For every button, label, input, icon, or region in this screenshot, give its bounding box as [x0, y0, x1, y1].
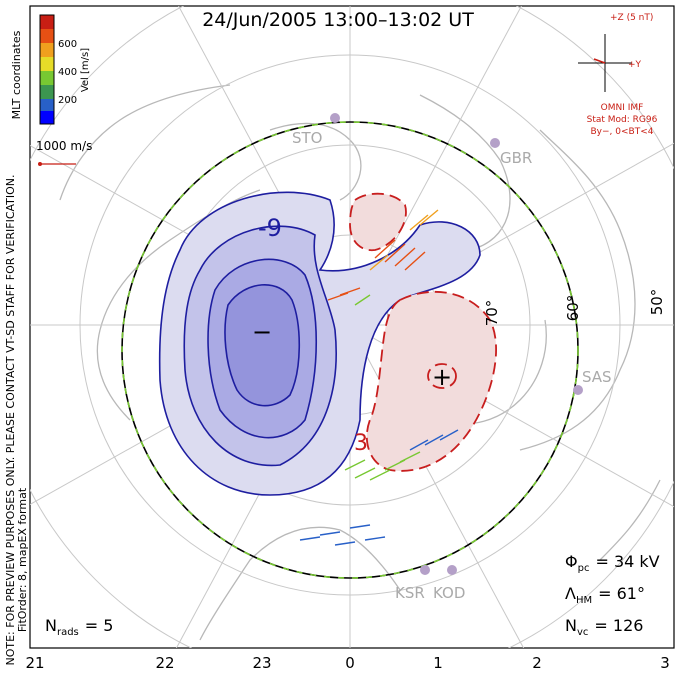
imf-z-label: +Z (5 nT) [610, 13, 653, 23]
station-label: GBR [500, 149, 532, 167]
potential-min: − [252, 318, 272, 346]
station-label: KOD [433, 584, 465, 602]
station-label: KSR [395, 584, 425, 602]
contour-label: 3 [354, 431, 368, 456]
n-vc-sub: vc [577, 627, 588, 638]
imf-model-line: Stat Mod: RG96 [587, 115, 658, 125]
imf-model-line: OMNI IMF [601, 103, 644, 113]
lambda-hm-symbol: Λ [565, 584, 576, 603]
mlt-tick: 3 [660, 654, 670, 672]
mlt-axis: 21 22 23 0 1 2 3 [25, 654, 669, 672]
mlt-tick: 21 [25, 654, 44, 672]
positive-cell [349, 192, 497, 472]
mlt-coordinates-note: MLT coordinates [10, 30, 23, 119]
phi-pc-value: = 34 kV [595, 552, 659, 571]
n-rads-value: = 5 [85, 616, 114, 635]
imf-model-line: By−, 0<BT<4 [591, 127, 654, 137]
n-vc-value: = 126 [594, 616, 643, 635]
svg-text:Nvc= 126: Nvc = 126 [565, 616, 643, 638]
n-rads-symbol: N [45, 616, 57, 635]
lat-labels: 70° 60° 50° [483, 289, 666, 327]
svg-text:Nrads= 5: Nrads = 5 [45, 616, 113, 638]
mlt-tick: 22 [155, 654, 174, 672]
velocity-vectors [299, 209, 459, 546]
n-vc-symbol: N [565, 616, 577, 635]
mlt-tick: 0 [345, 654, 355, 672]
fit-order-note: FitOrder: 8, mapEX format [16, 487, 29, 632]
n-rads-sub: rads [57, 627, 79, 638]
station-label: STO [292, 129, 323, 147]
phi-pc-sub: pc [578, 563, 590, 574]
lambda-hm-value: = 61° [598, 584, 645, 603]
contour-label: -9 [258, 214, 282, 242]
lat-label: 70° [483, 300, 501, 327]
colorbar-tick: 200 [58, 95, 77, 106]
svg-text:Φpc= 34 kV: Φpc = 34 kV [565, 552, 660, 574]
mlt-tick: 1 [433, 654, 443, 672]
potential-max: + [432, 363, 452, 391]
plot-title: 24/Jun/2005 13:00–13:02 UT [202, 9, 474, 31]
preview-note: NOTE: FOR PREVIEW PURPOSES ONLY. PLEASE … [4, 174, 17, 665]
lambda-hm-sub: HM [576, 595, 592, 606]
lat-label: 50° [648, 289, 666, 316]
phi-pc-symbol: Φ [565, 552, 578, 571]
colorbar-label: Vel [m/s] [80, 48, 91, 92]
mlt-tick: 2 [532, 654, 542, 672]
svg-text:ΛHM= 61°: ΛHM = 61° [565, 584, 645, 606]
imf-y-label: +Y [628, 60, 642, 70]
colorbar-tick: 600 [58, 39, 77, 50]
velocity-scale-vector [38, 162, 76, 166]
map-statistics: Φpc = 34 kV ΛHM = 61° Nvc = 126 Nrads = 5 [45, 552, 660, 638]
hm-boundary-dash [121, 121, 579, 579]
negative-cell [158, 191, 481, 496]
imf-dial: +Z (5 nT) +Y OMNI IMF Stat Mod: RG96 By−… [578, 13, 658, 137]
station-label: SAS [582, 368, 612, 386]
station-labels: STO GBR SAS KSR KOD [292, 129, 612, 602]
velocity-scale-label: 1000 m/s [36, 139, 92, 153]
colorbar-tick: 400 [58, 67, 77, 78]
velocity-colorbar: 600 400 200 Vel [m/s] [39, 14, 91, 125]
station-markers [330, 113, 583, 575]
lat-label: 60° [564, 295, 582, 322]
mlt-tick: 23 [252, 654, 271, 672]
